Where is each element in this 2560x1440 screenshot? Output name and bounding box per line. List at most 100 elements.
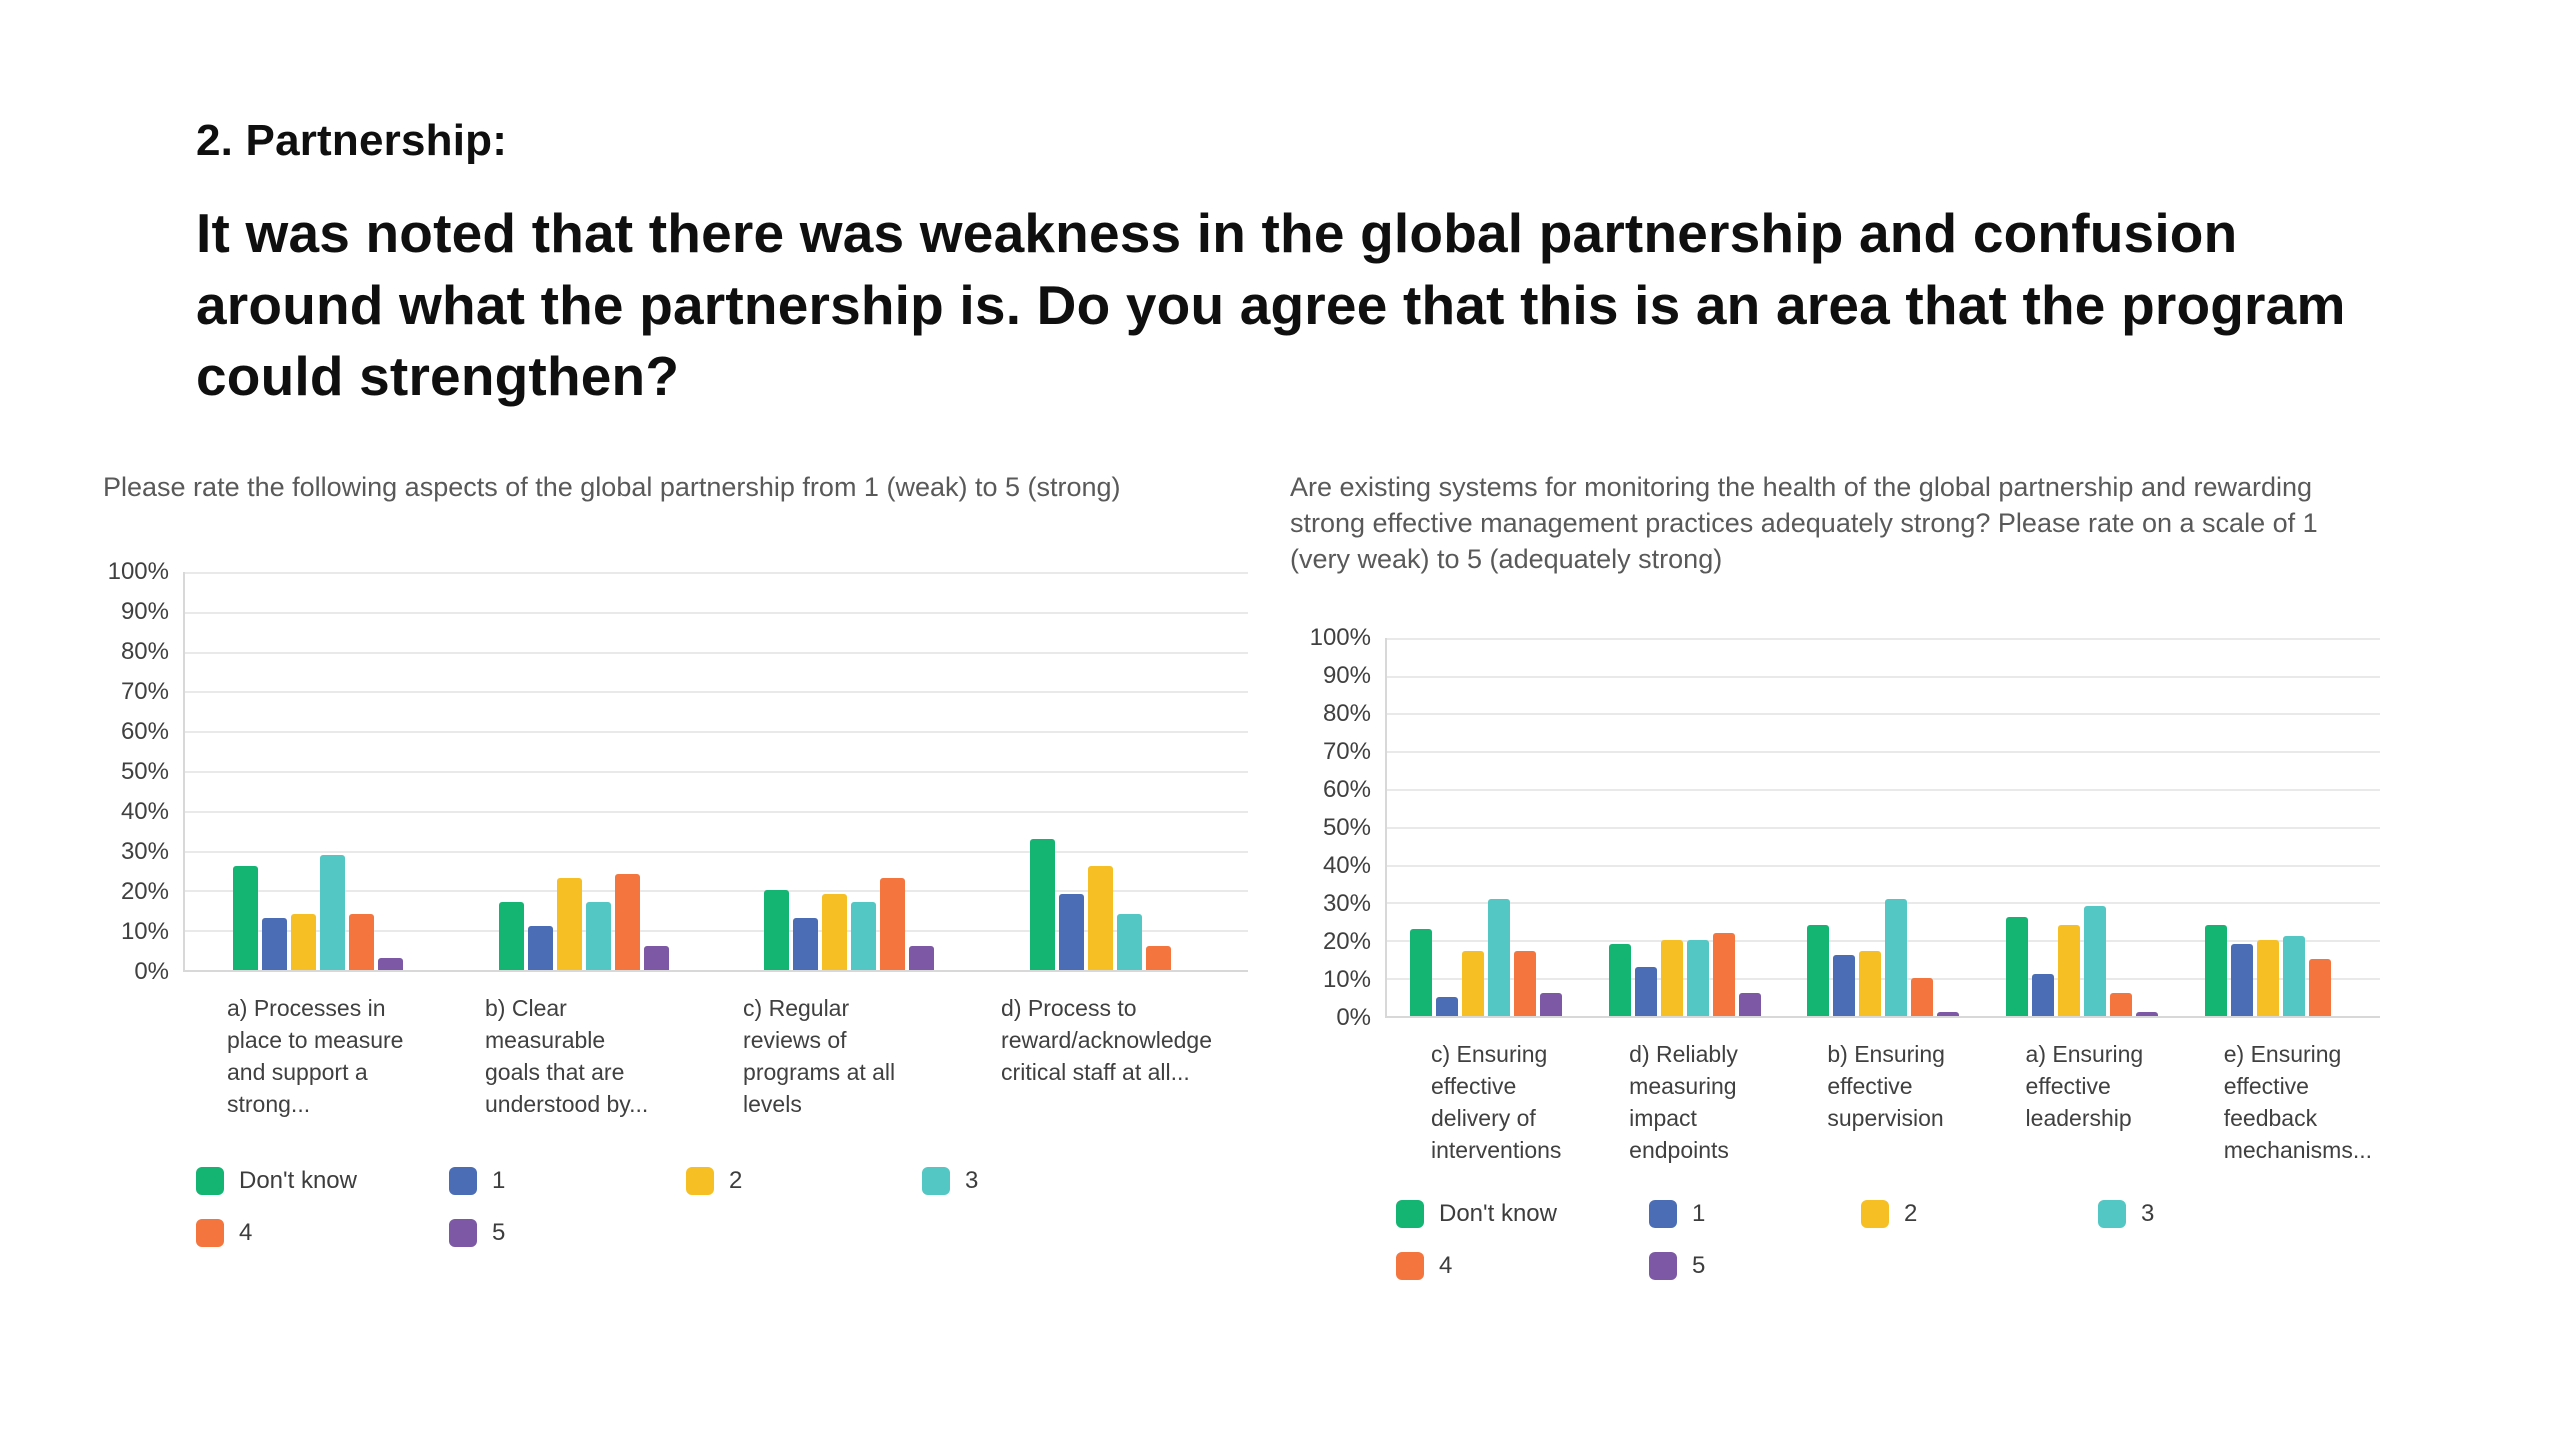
legend-label: 5	[1692, 1252, 1706, 1280]
gridline	[1387, 940, 2380, 943]
category-label: e) Ensuring effective feedback mechanism…	[2223, 1040, 2372, 1164]
gridline	[185, 691, 1248, 694]
gridline	[185, 571, 1248, 574]
legend-item: 2	[1861, 1200, 2098, 1229]
bar-5	[1937, 1011, 1960, 1016]
category-label: d) Process to reward/acknowledge critica…	[1001, 994, 1212, 1086]
gridline	[1387, 864, 2380, 867]
y-tick-label: 80%	[1322, 699, 1371, 727]
legend-label: 4	[1439, 1252, 1453, 1280]
legend-label: 1	[492, 1166, 506, 1194]
bar-group	[451, 572, 717, 970]
bar-4	[880, 878, 906, 970]
bar-group	[1983, 638, 2182, 1016]
legend-item: 3	[922, 1166, 1248, 1195]
legend-item: 5	[1649, 1252, 1861, 1281]
bar-1	[261, 918, 287, 970]
bar-1	[1833, 955, 1856, 1016]
y-tick-label: 90%	[120, 597, 169, 625]
legend-swatch	[196, 1218, 224, 1247]
slide-question: It was noted that there was weakness in …	[196, 202, 2346, 407]
bar-3	[1117, 914, 1143, 970]
legend-swatch	[922, 1166, 950, 1195]
legend-label: 3	[2141, 1200, 2155, 1228]
bar-2	[822, 894, 848, 970]
legend-label: 4	[239, 1218, 253, 1246]
legend-item: 4	[196, 1218, 449, 1247]
y-tick-label: 70%	[120, 677, 169, 705]
legend: Don't know 1 2 3 4 5	[1290, 1200, 2380, 1281]
y-tick-label: 80%	[120, 637, 169, 665]
bar-don-t-know	[764, 890, 790, 970]
y-tick-label: 90%	[1322, 661, 1371, 689]
y-tick-label: 20%	[1322, 927, 1371, 955]
bar-don-t-know	[1410, 928, 1433, 1016]
bar-5	[1540, 993, 1563, 1016]
legend-label: Don't know	[1439, 1200, 1557, 1228]
bar-4	[614, 874, 640, 970]
category-labels: a) Processes in place to measure and sup…	[183, 992, 1248, 1121]
legend-label: 5	[492, 1218, 506, 1246]
plot-area	[1385, 637, 2380, 1018]
legend-swatch	[1649, 1200, 1677, 1229]
y-tick-label: 0%	[1336, 1003, 1371, 1031]
plot-area	[183, 571, 1248, 972]
bar-2	[1088, 866, 1114, 970]
y-tick-label: 30%	[1322, 889, 1371, 917]
bar-groups	[1387, 638, 2380, 1016]
bar-5	[377, 957, 403, 970]
y-tick-label: 20%	[120, 877, 169, 905]
gridline	[1387, 751, 2380, 754]
bar-2	[290, 914, 316, 970]
bar-3	[319, 854, 345, 970]
bar-1	[2032, 974, 2055, 1016]
legend-label: 2	[729, 1166, 743, 1194]
legend-item: 2	[686, 1166, 922, 1195]
bar-4	[348, 914, 374, 970]
bar-don-t-know	[498, 902, 524, 970]
gridline	[185, 890, 1248, 893]
bar-don-t-know	[232, 866, 258, 970]
gridline	[1387, 826, 2380, 829]
category-label: a) Processes in place to measure and sup…	[227, 994, 404, 1118]
chart-panel-monitoring-systems: Are existing systems for monitoring the …	[1290, 470, 2380, 1281]
bar-don-t-know	[2006, 917, 2029, 1016]
bar-4	[1911, 977, 1934, 1016]
legend-swatch	[449, 1218, 477, 1247]
legend-item: 3	[2098, 1200, 2380, 1229]
bar-3	[2282, 936, 2305, 1016]
gridline	[185, 651, 1248, 654]
gridline	[185, 770, 1248, 773]
bar-group	[2181, 638, 2380, 1016]
y-tick-label: 100%	[1309, 623, 1371, 651]
bar-group	[185, 572, 451, 970]
bar-2	[556, 878, 582, 970]
legend-swatch	[449, 1166, 477, 1195]
gridline	[1387, 713, 2380, 716]
slide-heading: 2. Partnership:	[196, 116, 508, 165]
bar-2	[2058, 925, 2081, 1016]
bar-chart: 100% 90% 80% 70% 60% 50% 40% 30% 20% 10% 0%	[103, 558, 1248, 985]
chart-title: Are existing systems for monitoring the …	[1290, 472, 2318, 574]
bar-1	[1059, 894, 1085, 970]
legend-item: Don't know	[196, 1166, 449, 1195]
legend-swatch	[1861, 1200, 1889, 1229]
bar-group	[1586, 638, 1785, 1016]
bar-5	[643, 946, 669, 970]
bar-group	[717, 572, 983, 970]
bar-4	[1712, 932, 1735, 1016]
bar-4	[1514, 951, 1537, 1016]
bar-2	[1859, 951, 1882, 1016]
gridline	[185, 930, 1248, 933]
gridline	[1387, 788, 2380, 791]
category-label: d) Reliably measuring impact endpoints	[1629, 1040, 1738, 1164]
bar-5	[1738, 993, 1761, 1016]
legend-item: 1	[449, 1166, 686, 1195]
bar-1	[1436, 996, 1459, 1016]
bar-3	[1686, 940, 1709, 1016]
legend-swatch	[2098, 1200, 2126, 1229]
bar-3	[1885, 898, 1908, 1016]
bar-1	[2230, 943, 2253, 1016]
legend-item: 1	[1649, 1200, 1861, 1229]
